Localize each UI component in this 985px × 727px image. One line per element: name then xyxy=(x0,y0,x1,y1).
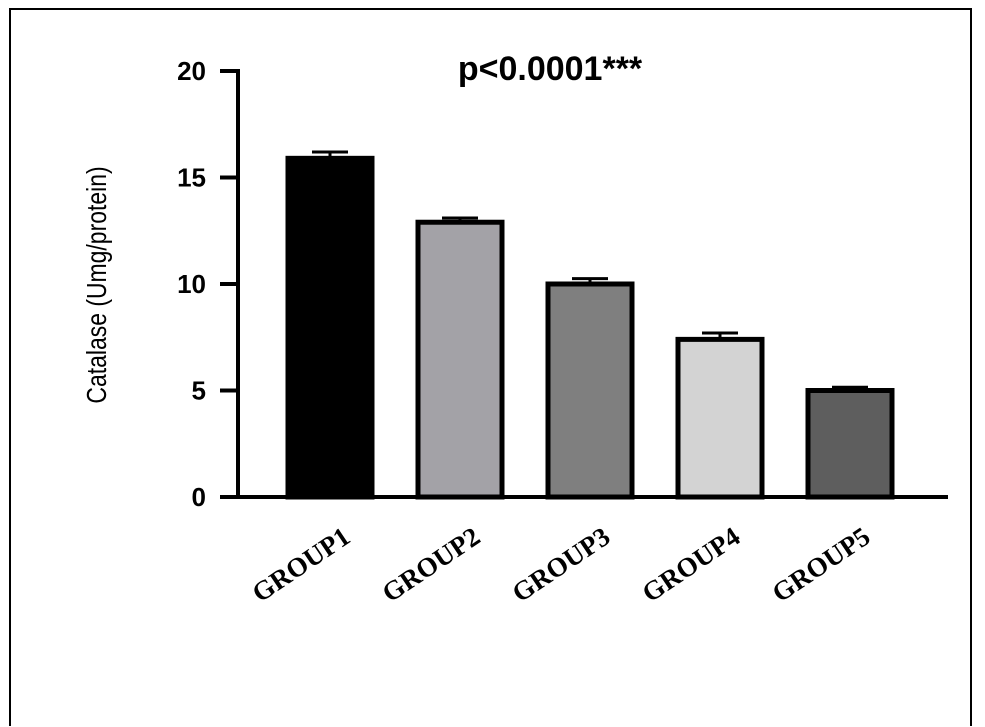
x-tick-labels-group: GROUP1 GROUP2 GROUP3 GROUP4 GROUP5 xyxy=(247,521,876,608)
x-tick-label-group3: GROUP3 xyxy=(507,521,616,608)
y-tick-label-5: 5 xyxy=(192,376,206,406)
x-tick-label-group4: GROUP4 xyxy=(637,521,746,608)
y-axis-label: Catalase (Umg/protein) xyxy=(82,166,113,403)
bar-group5 xyxy=(805,388,895,500)
figure-frame xyxy=(9,8,972,726)
x-tick-label-group1: GROUP1 xyxy=(247,521,356,608)
y-tick-label-20: 20 xyxy=(177,56,206,86)
bar-group1 xyxy=(285,155,375,500)
bars-group xyxy=(285,155,895,500)
bar-group2 xyxy=(415,219,505,500)
x-tick-label-group5: GROUP5 xyxy=(767,521,876,608)
x-tick-label-group2: GROUP2 xyxy=(377,521,486,608)
chart-title: p<0.0001*** xyxy=(458,50,643,88)
bar-group4 xyxy=(675,336,765,500)
y-tick-label-15: 15 xyxy=(177,163,206,193)
bar-group3 xyxy=(545,281,635,500)
error-bars-group xyxy=(312,150,868,391)
y-tick-label-10: 10 xyxy=(177,269,206,299)
y-ticks-group: 0 5 10 15 20 xyxy=(177,56,238,512)
y-tick-label-0: 0 xyxy=(192,482,206,512)
